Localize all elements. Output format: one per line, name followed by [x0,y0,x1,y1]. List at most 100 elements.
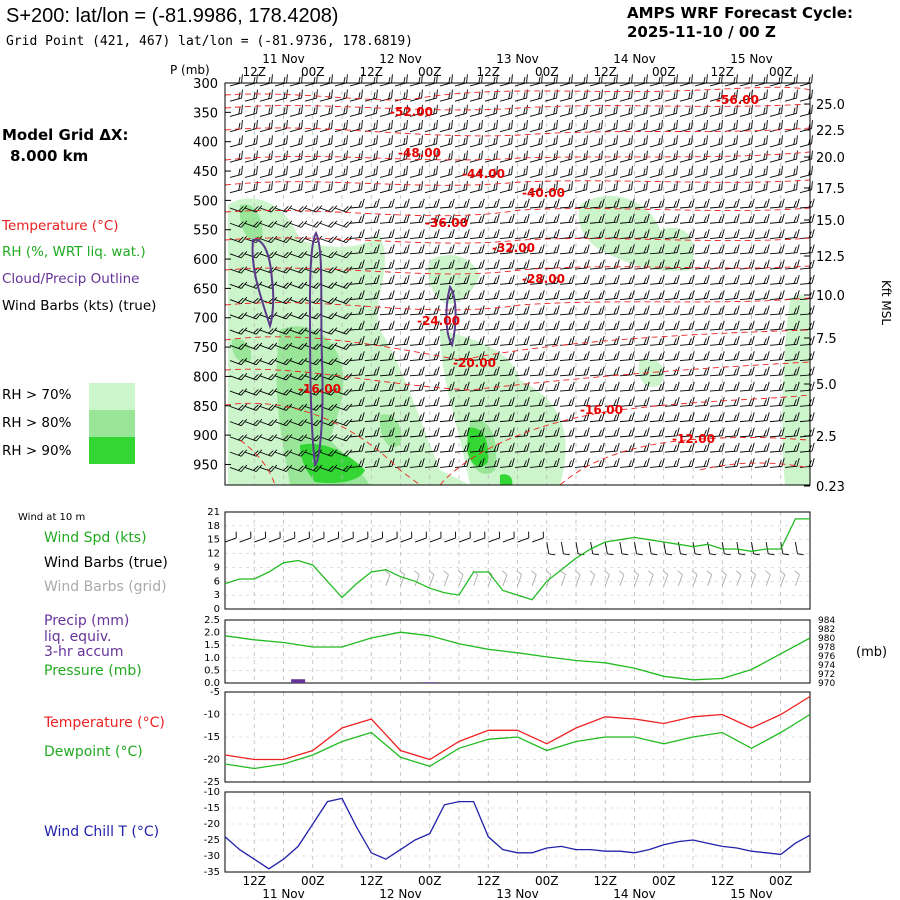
wind-barb [634,74,648,87]
wind-barb [244,150,258,163]
wind-barb [724,351,740,362]
wind-barb [334,403,353,411]
height-tick-label: 5.0 [816,378,837,393]
wind-barb [394,320,410,331]
wind-barb [664,290,680,301]
wind-barb [379,259,395,270]
wind-barb [334,220,353,228]
wind-barb [709,135,723,148]
wind-barb [454,442,470,453]
wind-barb [334,449,353,457]
wind-barb [499,89,513,102]
wind-barb [589,150,603,163]
wind-barb [229,403,248,411]
wind-barb [334,357,353,366]
wind-barb [709,320,725,331]
surface-wind-barb [341,531,354,543]
wind-barb [694,290,710,301]
wind-barb [664,135,678,148]
wind-barb [514,165,528,178]
wind-barb [289,266,308,274]
wind-barb [469,427,485,438]
wind-barb [229,312,248,320]
wind-barb [784,198,800,209]
wind-barb [424,165,438,178]
wind-barb [769,229,785,239]
wind-barb [619,351,635,362]
wind-barb [619,229,635,239]
wind-barb [379,181,393,194]
wind-barb [349,320,365,331]
wind-barb [604,259,620,270]
y-tick-label: -10 [204,710,220,721]
wind-barb [784,412,800,423]
wind-barb [349,104,363,117]
grid-wind-barb [574,570,581,587]
wind-barb [229,357,248,366]
wind-barb [604,198,620,209]
wind-barb [724,320,740,331]
wind-barb [619,290,635,301]
wind-barb [484,120,498,133]
precip-bar [422,682,437,683]
wind-barb [334,89,348,102]
wind-barb [739,396,755,407]
wind-barb [769,181,783,194]
wind-barb [394,244,410,255]
wind-barb [424,104,438,117]
wind-barb [574,135,588,148]
wind-barb [424,412,440,423]
height-tick-label: 20.0 [816,151,845,166]
wind-barb [364,181,378,194]
wind-barb [394,366,410,377]
wind-barb [679,305,695,316]
wind-barb [439,366,455,377]
wind-barb [394,396,410,407]
wind-barb [634,335,650,346]
wind-barb [364,259,380,270]
wind-barb [499,74,513,87]
grid-wind-barb [677,570,683,587]
wind-barb [694,412,710,423]
panel-frame [224,691,811,783]
wind-barb [259,135,273,148]
wind-barb [724,181,738,194]
wind-barb [364,351,380,362]
wind-barb [484,135,498,148]
wind-barb [364,290,380,301]
wind-barb [544,335,560,346]
wind-barb [409,213,425,224]
wind-barb [589,305,605,316]
wind-barb [379,381,395,392]
wind-barb [784,89,798,102]
wind-barb [589,229,605,239]
panel-frame [224,791,811,873]
wind-barb [634,274,650,285]
wind-barb [484,259,500,270]
wind-barb [334,281,353,289]
wind-barb [664,198,680,209]
wind-barb [409,442,425,453]
wind-barb [484,244,500,255]
wind-barb [604,150,618,163]
wind-barb [274,251,293,259]
wind-barb [664,335,680,346]
wind-barb [274,418,293,427]
cloud-outline [445,284,457,348]
height-tick-label: 17.5 [816,182,845,197]
wind-barb [364,396,380,407]
wind-barb [769,320,785,331]
wind-barb [799,104,813,117]
wind-barb [349,244,365,255]
temperature-contour-label: -24.00 [417,314,460,328]
wind-barb [619,198,635,209]
wind-barb [559,457,575,468]
wind-barb [469,335,485,346]
wind-barb [334,235,353,244]
wind-barb [709,181,723,194]
wind-barb [559,320,575,331]
wind-barb [649,351,665,362]
surface-wind-barb [356,531,369,543]
temperature-panel: Temperature (°C) Dewpoint (°C) -5-10-15-… [43,687,811,788]
wind-barb [499,104,513,117]
